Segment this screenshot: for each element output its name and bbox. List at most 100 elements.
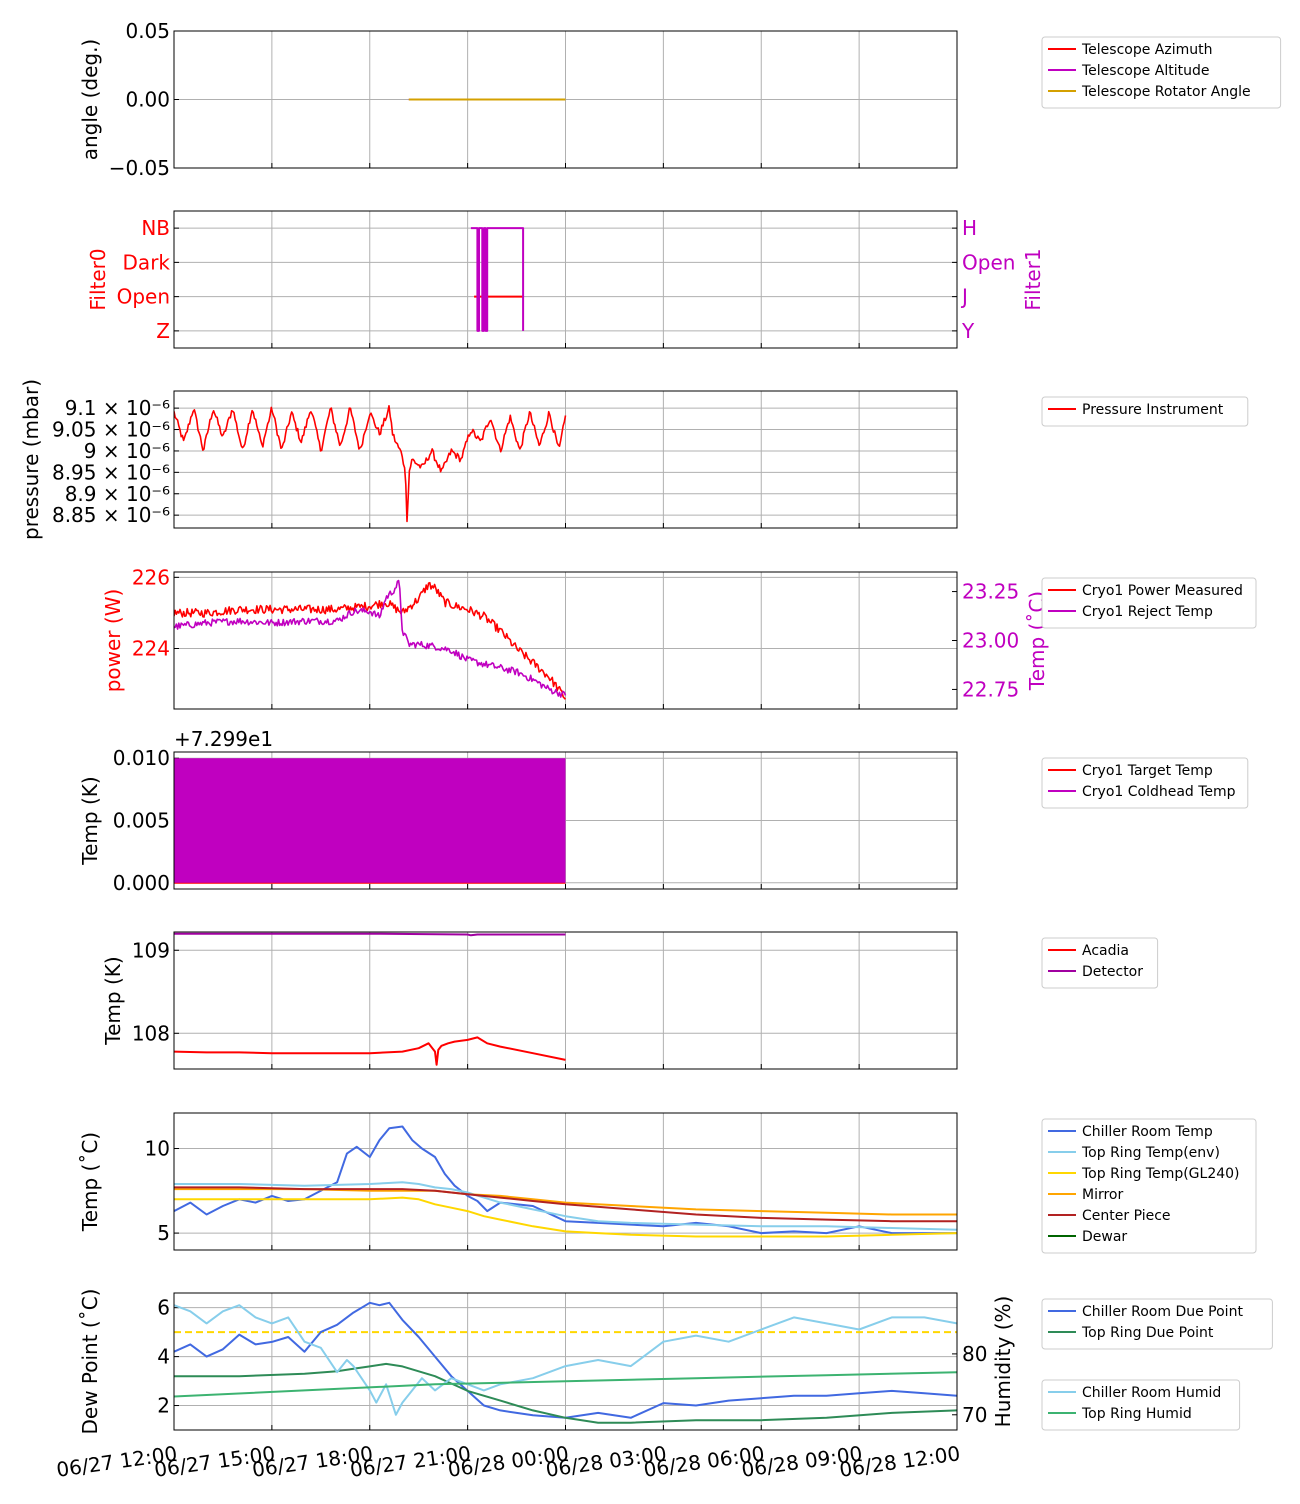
series-group <box>470 227 525 332</box>
legend-entry: Telescope Rotator Angle <box>1081 84 1251 100</box>
y-right-axis-label: Filter1 <box>1021 248 1045 310</box>
panel-2: NB Dark Open Z H Open JY Filter0 Filter1 <box>86 210 1045 349</box>
legend-entry: Center Piece <box>1082 1208 1171 1224</box>
series-line <box>174 581 567 700</box>
y-tick-label: 0.000 <box>113 871 170 895</box>
y-axis-label: angle (deg.) <box>78 39 102 161</box>
panel-frame <box>173 1292 958 1431</box>
series-group <box>174 758 566 884</box>
y-axis-label: pressure (mbar) <box>19 379 43 540</box>
series-line <box>174 932 566 937</box>
y-tick-label: 9.05 × 10⁻⁶ <box>52 418 170 442</box>
y-tick-label: NB <box>141 216 170 240</box>
y-tick-label: 8.9 × 10⁻⁶ <box>65 482 170 506</box>
legend-entry: Mirror <box>1082 1187 1123 1203</box>
series-line <box>174 1362 957 1424</box>
y-right-tick-label: 23.25 <box>962 580 1019 604</box>
series-line <box>174 579 567 698</box>
y-tick-label: 8.85 × 10⁻⁶ <box>52 503 170 527</box>
offset-label: +7.299e1 <box>174 727 273 751</box>
y-tick-label: 8.95 × 10⁻⁶ <box>52 460 170 484</box>
panel-frame <box>173 30 958 169</box>
y-tick-label: 9.1 × 10⁻⁶ <box>65 396 170 420</box>
y-right-tick-label: Open <box>962 250 1015 274</box>
series-line <box>174 1181 957 1231</box>
legend-box <box>1041 577 1257 629</box>
panel-1: 0.05 0.00 −0.05 angle (deg.) Telescope Azimu… <box>78 19 1282 180</box>
panel-frame <box>173 571 958 710</box>
legend-entry: Cryo1 Reject Temp <box>1082 604 1213 620</box>
series-group <box>174 1301 957 1424</box>
y-axis-label: power (W) <box>101 589 125 693</box>
y-tick-label: Z <box>156 319 170 343</box>
series-group <box>174 932 566 1066</box>
y-tick-label: Open <box>117 285 170 309</box>
y-tick-label: 0.05 <box>125 19 170 43</box>
y-right-tick-label: 70 <box>962 1403 987 1427</box>
y-tick-label: 108 <box>132 1021 170 1045</box>
legend-box <box>1041 36 1282 109</box>
y-axis-label: Temp (K) <box>78 776 102 865</box>
panel-frame <box>173 1112 958 1251</box>
series-line <box>470 227 525 332</box>
legend-entry: Top Ring Humid <box>1081 1406 1192 1422</box>
panel-frame <box>173 751 958 890</box>
y-tick-label: 0.005 <box>113 809 170 833</box>
y-right-tick-label: H <box>962 216 977 240</box>
panel-7: 10 5 Temp (˚C) Chiller Room Temp Top Ring Te… <box>78 1112 1257 1254</box>
legend-entry: Top Ring Temp(GL240) <box>1081 1166 1240 1182</box>
panel-6: 109 108 Temp (K) Acadia Detector <box>101 931 1159 1070</box>
panel-frame <box>173 390 958 529</box>
y-tick-label: 226 <box>132 565 170 589</box>
y-tick-label: 4 <box>157 1345 170 1369</box>
series-line <box>174 1304 957 1416</box>
legend-entry: Telescope Altitude <box>1081 63 1210 79</box>
series-line <box>174 1036 566 1066</box>
y-axis-label: Dew Point (˚C) <box>78 1288 102 1434</box>
panel-8: 6 4 2 80 70 Dew Point (˚C) Humidity (%) Chiller… <box>78 1288 1273 1435</box>
legend-entry: Acadia <box>1082 943 1129 959</box>
panel-3: 9.1 × 10⁻⁶9.05 × 10⁻⁶9 × 10⁻⁶8.95 × 10⁻⁶… <box>19 379 1249 540</box>
legend-box <box>1041 1298 1273 1350</box>
y-axis-label: Temp (K) <box>101 956 125 1045</box>
legend-entry: Chiller Room Due Point <box>1082 1304 1243 1320</box>
panel-5: 0.010 0.005 0.000 +7.299e1 Temp (K) Cryo1 Tar… <box>78 727 1249 895</box>
legend-entry: Chiller Room Temp <box>1082 1124 1213 1140</box>
y-tick-label: 0.010 <box>113 746 170 770</box>
y-right-tick-label: 80 <box>962 1342 987 1366</box>
y-right-tick-label: 23.00 <box>962 629 1019 653</box>
legend-entry: Cryo1 Target Temp <box>1082 763 1213 779</box>
series-group <box>174 579 567 700</box>
series-line <box>174 404 567 523</box>
y-tick-label: 109 <box>132 938 170 962</box>
y-tick-label: 6 <box>157 1296 170 1320</box>
y-tick-label: 9 × 10⁻⁶ <box>84 439 170 463</box>
y-tick-label: −0.05 <box>109 156 170 180</box>
legend-entry: Cryo1 Coldhead Temp <box>1082 784 1236 800</box>
y-axis-label: Filter0 <box>86 248 110 310</box>
y-tick-label: 0.00 <box>125 88 170 112</box>
legend-entry: Chiller Room Humid <box>1082 1385 1221 1401</box>
legend-box <box>1041 396 1249 427</box>
legend-entry: Detector <box>1082 964 1143 980</box>
y-tick-label: 5 <box>157 1221 170 1245</box>
y-tick-label: Dark <box>123 250 171 274</box>
y-right-axis-label: Humidity (%) <box>991 1296 1015 1428</box>
legend-entry: Top Ring Due Point <box>1081 1325 1214 1341</box>
series-group <box>174 404 567 523</box>
y-tick-label: 2 <box>157 1394 170 1418</box>
panel-frame <box>173 931 958 1070</box>
y-right-tick-label: Y <box>961 319 975 343</box>
series-band <box>174 758 566 883</box>
series-line <box>174 1301 957 1419</box>
y-right-tick-label: J <box>960 285 968 309</box>
series-line <box>174 1186 957 1223</box>
legend-box <box>1041 1118 1257 1254</box>
series-line <box>174 1196 957 1238</box>
legend-box <box>1041 1379 1241 1431</box>
legend-box <box>1041 757 1249 809</box>
y-tick-label: 224 <box>132 637 170 661</box>
